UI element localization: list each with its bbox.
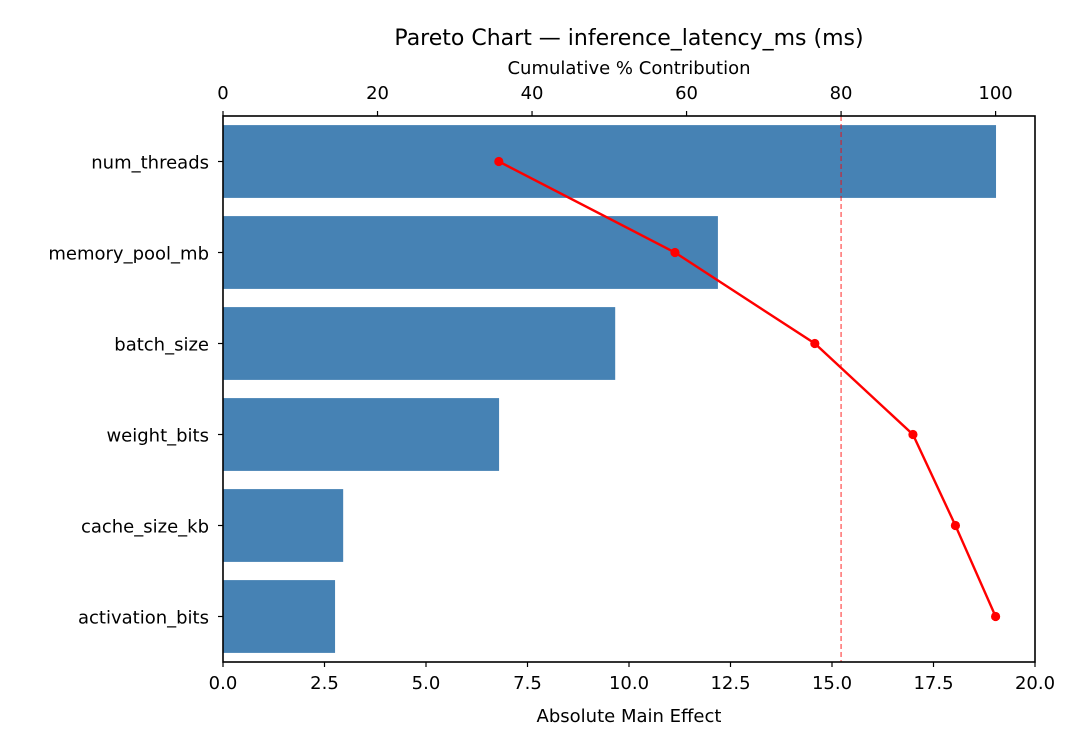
y-tick-label: num_threads	[91, 153, 209, 174]
x2-tick-label: 20	[366, 83, 389, 104]
x-tick-label: 20.0	[1015, 673, 1055, 694]
x-tick-label: 5.0	[412, 673, 441, 694]
cumulative-marker	[908, 429, 918, 440]
x-tick-label: 0.0	[209, 673, 238, 694]
x2-tick-label: 100	[978, 83, 1012, 104]
bottom-axis-ticks: 0.0 2.5 5.0 7.5 10.0 12.5 15.0 17.5 20.0	[209, 662, 1055, 694]
y-tick-label: weight_bits	[106, 426, 209, 447]
x2-tick-label: 40	[521, 83, 544, 104]
y-tick-label: memory_pool_mb	[48, 244, 209, 265]
y-tick-label: activation_bits	[78, 608, 209, 629]
x2-tick-label: 80	[830, 83, 853, 104]
bar-series	[223, 125, 997, 653]
bar-activation_bits	[223, 580, 336, 653]
cumulative-marker	[670, 247, 680, 258]
x-tick-label: 12.5	[710, 673, 750, 694]
cumulative-line-series	[494, 156, 1001, 622]
top-axis-ticks: 0 20 40 60 80 100	[217, 83, 1013, 116]
cumulative-marker	[950, 520, 961, 531]
y-axis-ticks: num_threads memory_pool_mb batch_sizeweigh…	[48, 153, 223, 629]
x-tick-label: 7.5	[513, 673, 542, 694]
y-tick-label: cache_size_kb	[81, 517, 209, 538]
y-tick-label: batch_size	[114, 335, 209, 356]
cumulative-marker	[990, 611, 1001, 622]
x2-tick-label: 60	[675, 83, 698, 104]
bar-cache_size_kb	[223, 489, 344, 562]
x-tick-label: 2.5	[310, 673, 339, 694]
chart-title: Pareto Chart — inference_latency_ms (ms)	[394, 26, 863, 51]
top-axis-label: Cumulative % Contribution	[507, 58, 750, 79]
bar-num_threads	[223, 125, 997, 198]
bar-batch_size	[223, 307, 616, 380]
x-tick-label: 15.0	[812, 673, 852, 694]
bar-memory_pool_mb	[223, 216, 718, 289]
cumulative-marker	[494, 156, 504, 167]
cumulative-line	[498, 160, 997, 617]
x-tick-label: 10.0	[609, 673, 649, 694]
bar-weight_bits	[223, 398, 500, 471]
cumulative-marker	[810, 338, 820, 349]
x-tick-label: 17.5	[913, 673, 953, 694]
bottom-axis-label: Absolute Main Effect	[537, 706, 722, 727]
x2-tick-label: 0	[217, 83, 228, 104]
